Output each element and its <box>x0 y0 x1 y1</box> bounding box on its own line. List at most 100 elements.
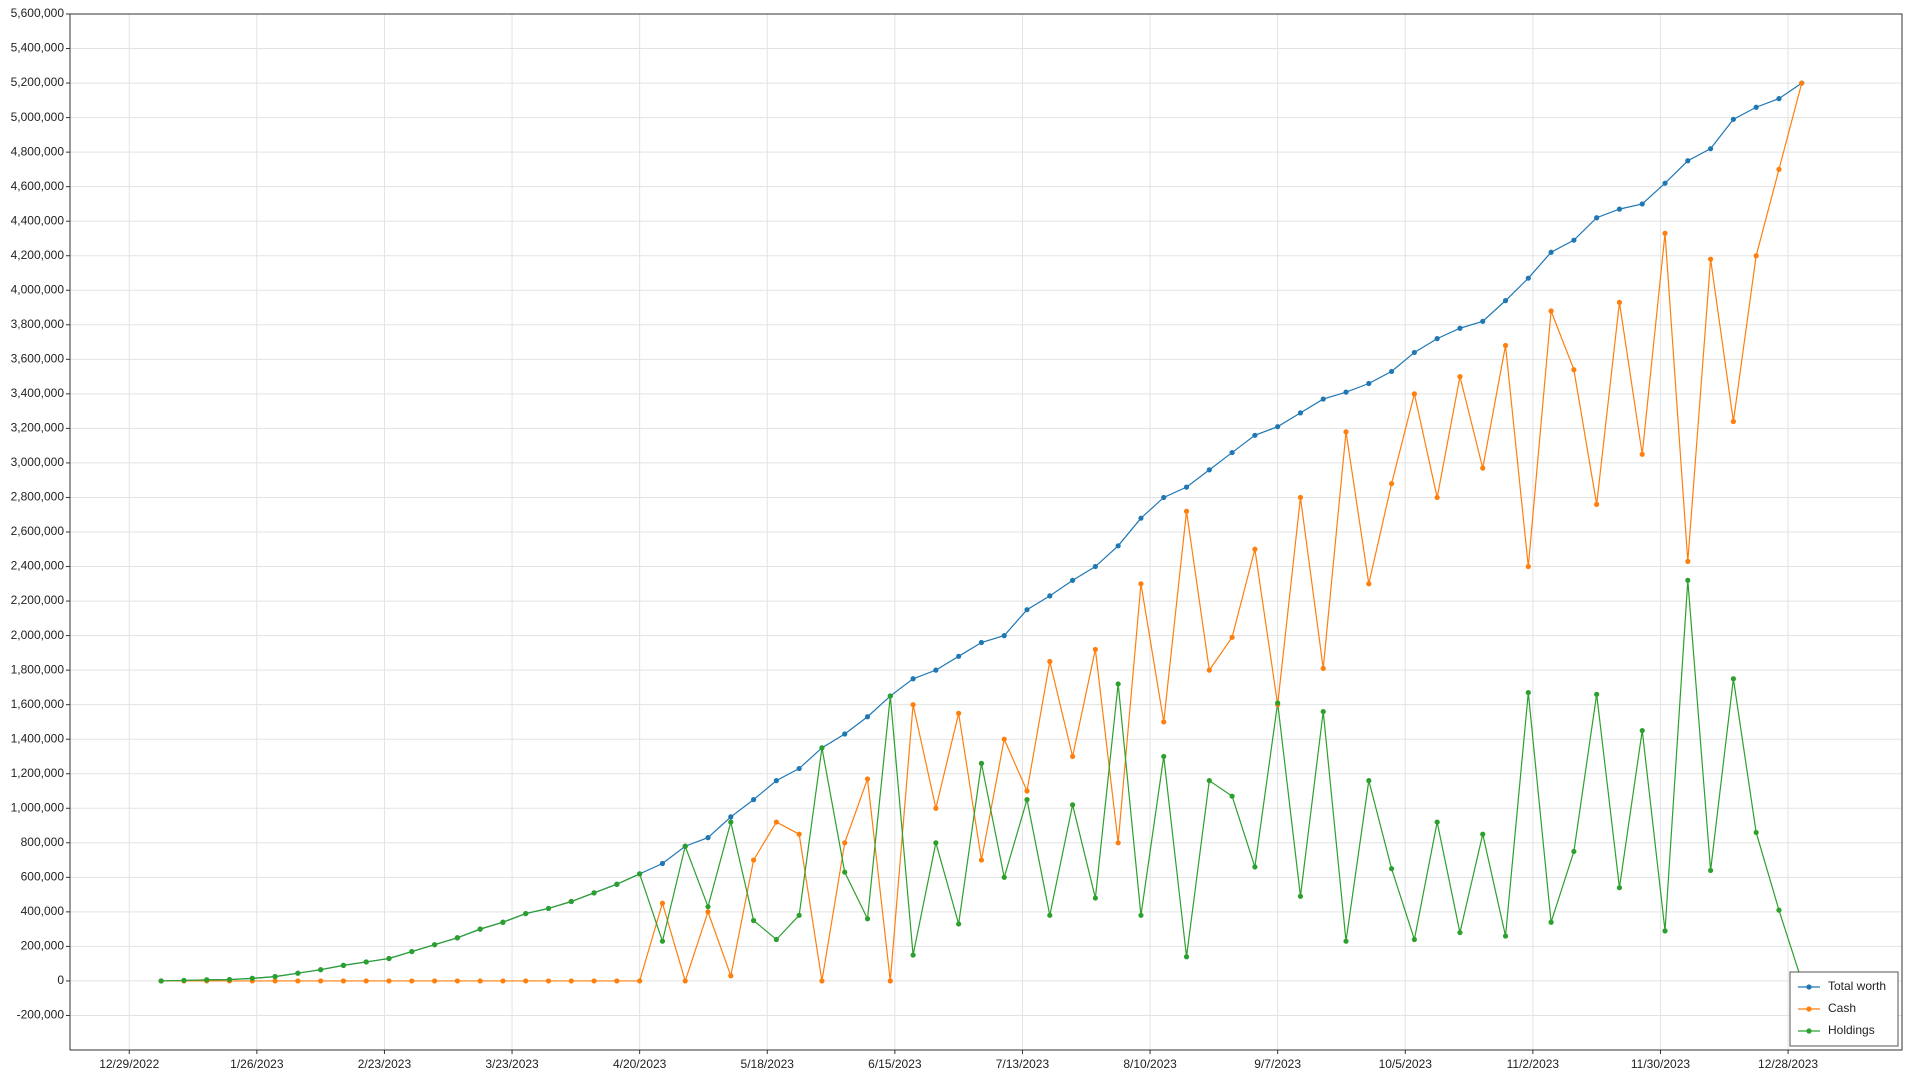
data-point <box>1206 467 1212 473</box>
x-tick-label: 10/5/2023 <box>1379 1057 1433 1071</box>
data-point <box>1548 308 1554 314</box>
data-point <box>864 916 871 922</box>
x-tick-label: 8/10/2023 <box>1123 1057 1177 1071</box>
data-point <box>1662 180 1668 186</box>
data-point <box>1685 158 1691 164</box>
x-tick-label: 11/30/2023 <box>1631 1057 1690 1071</box>
data-point <box>568 898 574 905</box>
data-point <box>1115 840 1121 846</box>
data-point <box>956 653 962 659</box>
data-point <box>1616 206 1623 212</box>
x-tick-label: 3/23/2023 <box>485 1057 539 1071</box>
data-point <box>750 797 757 803</box>
data-point <box>637 978 643 984</box>
y-tick-label: 1,800,000 <box>11 662 65 676</box>
y-tick-label: 1,000,000 <box>11 800 65 814</box>
data-point <box>842 869 848 875</box>
data-point <box>1411 349 1417 356</box>
data-point <box>523 978 529 984</box>
data-point <box>1206 778 1212 784</box>
data-point <box>1320 708 1326 715</box>
data-point <box>1594 501 1600 507</box>
data-point <box>1092 646 1098 653</box>
data-point <box>659 938 666 944</box>
data-point <box>1275 700 1281 706</box>
data-point <box>1069 753 1076 760</box>
data-point <box>431 942 438 948</box>
data-point <box>454 935 460 941</box>
data-point <box>1411 391 1417 397</box>
data-point <box>819 745 825 751</box>
data-point <box>1434 336 1440 342</box>
data-point <box>1776 166 1782 172</box>
x-tick-label: 1/26/2023 <box>230 1057 284 1071</box>
x-tick-label: 12/28/2023 <box>1758 1057 1818 1071</box>
data-point <box>1229 449 1235 456</box>
data-point <box>1548 249 1554 255</box>
data-point <box>910 676 916 682</box>
data-point <box>1343 938 1349 944</box>
data-point <box>1229 634 1235 640</box>
data-point <box>728 819 734 825</box>
legend: Total worth Cash Holdings <box>1789 971 1899 1047</box>
data-point <box>1639 201 1645 207</box>
y-tick-label: -200,000 <box>17 1008 65 1022</box>
data-point <box>1571 237 1577 243</box>
data-point <box>363 959 369 965</box>
data-point <box>1776 96 1782 102</box>
data-point <box>1639 451 1645 457</box>
data-point <box>363 978 369 984</box>
data-point <box>1707 256 1714 262</box>
data-point <box>1388 368 1395 375</box>
data-point <box>1707 146 1714 152</box>
data-point <box>1753 829 1759 836</box>
y-tick-label: 3,600,000 <box>11 352 65 366</box>
data-point <box>1502 342 1509 349</box>
data-point <box>1366 778 1372 784</box>
x-tick-label: 9/7/2023 <box>1254 1057 1301 1071</box>
plot-frame <box>69 13 1903 1051</box>
data-point <box>1662 928 1668 934</box>
y-tick-label: 4,200,000 <box>11 248 65 262</box>
data-point <box>705 835 711 841</box>
data-point <box>773 819 779 825</box>
data-point <box>682 978 688 984</box>
data-point <box>1434 819 1440 825</box>
data-point <box>1206 667 1212 673</box>
data-point <box>1183 484 1190 490</box>
x-tick-label: 5/18/2023 <box>741 1057 795 1071</box>
data-point <box>1047 658 1053 665</box>
data-point <box>773 936 779 943</box>
y-tick-label: 4,600,000 <box>11 179 65 193</box>
data-point <box>318 978 324 984</box>
data-point <box>1525 689 1531 696</box>
data-point <box>1685 558 1691 564</box>
data-point <box>1480 465 1486 471</box>
data-point <box>933 667 939 673</box>
legend-marker <box>1806 984 1812 990</box>
y-tick-label: 3,200,000 <box>11 421 65 435</box>
y-tick-label: 600,000 <box>21 870 65 884</box>
data-point <box>864 714 871 720</box>
y-tick-label: 400,000 <box>21 904 65 918</box>
data-point <box>1457 374 1463 380</box>
data-point <box>158 978 164 984</box>
data-point <box>705 909 711 915</box>
data-point <box>409 948 415 955</box>
y-tick-label: 2,800,000 <box>11 490 65 504</box>
data-point <box>1594 691 1600 697</box>
y-tick-label: 3,800,000 <box>11 317 65 331</box>
data-point <box>1434 494 1440 501</box>
data-point <box>340 978 347 984</box>
data-point <box>545 905 552 912</box>
data-point <box>750 857 757 863</box>
data-point <box>1411 936 1417 943</box>
data-point <box>1115 681 1121 687</box>
data-point <box>1730 116 1736 122</box>
data-point <box>910 702 916 708</box>
y-tick-label: 4,400,000 <box>11 213 65 227</box>
data-point <box>1252 546 1258 552</box>
data-point <box>1138 515 1144 521</box>
data-point <box>842 731 848 737</box>
data-point <box>1024 797 1030 803</box>
